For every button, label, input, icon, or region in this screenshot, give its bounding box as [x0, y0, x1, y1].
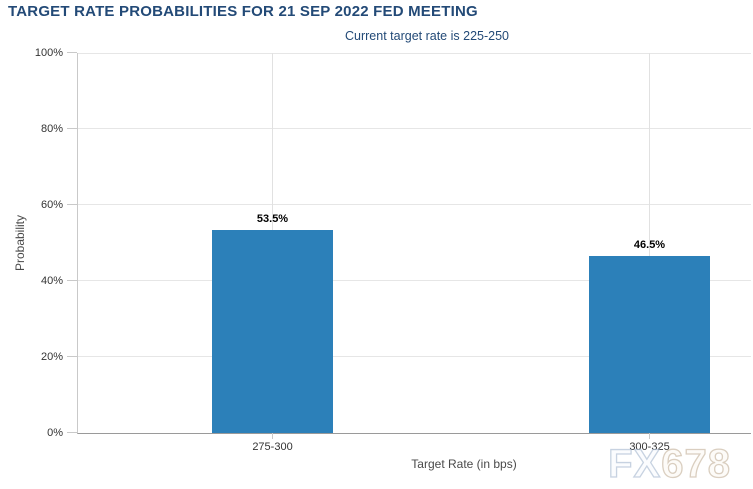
y-axis-tick [67, 52, 77, 53]
x-axis-tick [272, 433, 273, 439]
y-tick-label: 40% [40, 275, 63, 287]
bar-value-label: 46.5% [633, 239, 666, 251]
y-axis-tick [67, 356, 77, 357]
x-axis-tick [649, 433, 650, 439]
category-label: 275-300 [252, 441, 293, 453]
y-gridline [78, 280, 751, 281]
category-gridline [649, 53, 650, 433]
plot-area: 0% 20% 40% 60% 80% 100% 53.5% 275-300 46.5% 300-3… [35, 47, 751, 453]
y-tick-label: 100% [34, 47, 63, 59]
bar-value-label: 53.5% [256, 213, 289, 225]
y-tick-label: 80% [40, 123, 63, 135]
category-label: 300-325 [629, 441, 670, 453]
chart-subtitle: Current target rate is 225-250 [345, 29, 509, 43]
y-tick-label: 0% [47, 427, 63, 439]
chart-title: TARGET RATE PROBABILITIES FOR 21 SEP 202… [8, 3, 478, 20]
y-gridline [78, 356, 751, 357]
probability-bar [212, 230, 333, 433]
y-gridline [78, 53, 751, 54]
y-axis-tick [67, 128, 77, 129]
x-axis-title: Target Rate (in bps) [411, 457, 517, 471]
probability-bar [589, 256, 710, 433]
y-axis-tick [67, 432, 77, 433]
y-axis-tick [67, 204, 77, 205]
y-gridline [78, 128, 751, 129]
y-tick-label: 20% [40, 351, 63, 363]
y-axis-title: Probability [13, 214, 27, 272]
y-gridline [78, 204, 751, 205]
y-axis-tick [67, 280, 77, 281]
y-tick-label: 60% [40, 199, 63, 211]
watermark-text-678: 678 [661, 442, 731, 486]
